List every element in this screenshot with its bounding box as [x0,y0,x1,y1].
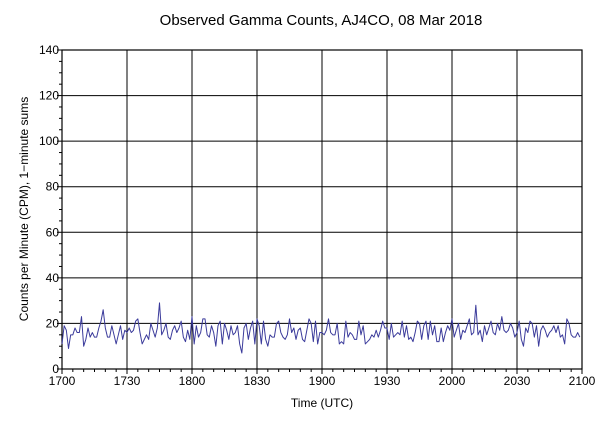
y-tick-label: 80 [46,180,60,194]
y-tick-label: 140 [39,43,59,57]
series-layer [61,302,581,354]
y-tick-label: 0 [52,362,59,376]
chart-title: Observed Gamma Counts, AJ4CO, 08 Mar 201… [160,12,483,29]
series-line [61,302,581,354]
grid-lines [62,50,582,369]
y-tick-labels: 0 20 40 60 80 100 120 140 [39,43,59,376]
y-tick-label: 100 [39,134,59,148]
y-tick-label: 120 [39,89,59,103]
x-tick-label: 1930 [374,374,401,388]
x-tick-label: 1700 [49,374,76,388]
y-tick-label: 40 [46,271,60,285]
y-tick-label: 20 [46,316,60,330]
x-axis-label: Time (UTC) [291,396,353,410]
minor-ticks [57,49,583,374]
y-tick-label: 60 [46,225,60,239]
x-tick-label: 1800 [179,374,206,388]
y-axis-label: Counts per Minute (CPM), 1−minute sums [17,97,31,321]
x-tick-label: 1900 [309,374,336,388]
x-tick-label: 2000 [439,374,466,388]
x-tick-label: 2030 [504,374,531,388]
x-tick-label: 2100 [569,374,596,388]
x-tick-labels: 1700 1730 1800 1830 1900 1930 2000 2030 2100 [49,374,596,388]
x-tick-label: 1830 [244,374,271,388]
x-tick-label: 1730 [114,374,141,388]
